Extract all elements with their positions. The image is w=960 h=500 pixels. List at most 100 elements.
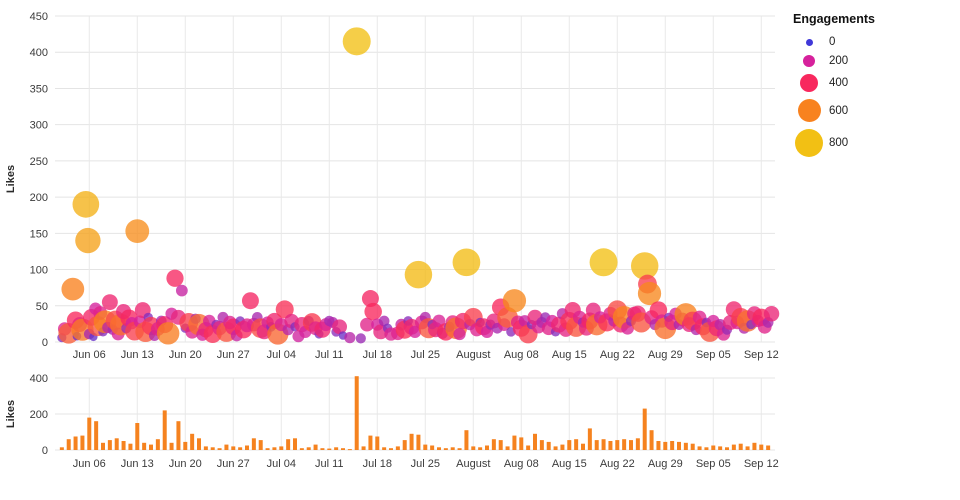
bubble[interactable] [175,284,188,297]
bubble[interactable] [344,332,356,344]
legend-item-800[interactable]: 800 [793,129,953,157]
bar[interactable] [697,446,702,450]
bar[interactable] [272,447,277,450]
bar[interactable] [416,434,421,450]
bar[interactable] [299,448,304,450]
bar[interactable] [149,444,153,450]
bubble[interactable] [502,289,527,313]
bar[interactable] [279,446,284,450]
bar[interactable] [498,440,503,450]
bar[interactable] [437,447,441,450]
bar[interactable] [539,440,544,450]
bar[interactable] [587,428,592,450]
bar[interactable] [347,449,352,451]
bubble[interactable] [241,292,259,310]
bubble[interactable] [364,302,382,321]
bar[interactable] [375,436,380,451]
bar[interactable] [766,445,771,451]
bar[interactable] [101,442,105,450]
bar[interactable] [430,445,435,451]
bar[interactable] [450,447,455,450]
bar[interactable] [162,410,167,450]
bar[interactable] [642,408,647,450]
bar[interactable] [478,447,483,450]
bubble[interactable] [355,333,366,344]
bar[interactable] [334,447,339,450]
bar[interactable] [553,446,558,450]
bar[interactable] [677,441,681,450]
bubble[interactable] [763,306,780,322]
bar[interactable] [59,447,64,450]
bubble[interactable] [360,317,374,332]
bar[interactable] [690,443,695,450]
bar[interactable] [656,441,661,450]
bar[interactable] [210,447,215,450]
bar[interactable] [464,430,469,450]
bar[interactable] [155,439,160,450]
bar[interactable] [738,443,743,450]
bar[interactable] [258,440,263,450]
bar[interactable] [361,446,366,450]
bar[interactable] [306,447,311,450]
bar[interactable] [395,446,400,450]
bubble[interactable] [156,322,180,345]
legend-item-400[interactable]: 400 [793,74,953,92]
bubble[interactable] [166,269,184,287]
bar[interactable] [622,439,627,450]
bar[interactable] [649,430,654,450]
bar[interactable] [759,444,764,450]
bar[interactable] [711,445,716,451]
bar[interactable] [423,444,428,450]
bar[interactable] [341,448,345,450]
bar[interactable] [546,441,551,450]
bar[interactable] [731,444,736,450]
bar[interactable] [718,446,723,450]
bar[interactable] [471,446,476,450]
bar[interactable] [190,433,195,450]
bar[interactable] [114,438,119,450]
bar[interactable] [574,439,579,450]
bar[interactable] [73,436,78,451]
bar[interactable] [725,447,729,450]
bubble[interactable] [589,248,618,277]
bar[interactable] [670,441,675,450]
bar[interactable] [245,445,249,451]
bubble[interactable] [452,248,481,277]
bar[interactable] [66,439,71,450]
bar[interactable] [265,448,270,450]
bar[interactable] [327,448,332,450]
bubble[interactable] [101,294,118,311]
bar[interactable] [615,440,620,450]
bar[interactable] [533,433,537,450]
bar[interactable] [560,444,565,450]
bubble[interactable] [630,252,659,280]
bar[interactable] [238,447,243,450]
legend-item-200[interactable]: 200 [793,55,953,67]
bar[interactable] [368,435,373,450]
bar[interactable] [704,447,709,450]
bar[interactable] [683,442,688,450]
bar[interactable] [135,423,140,450]
bubble[interactable] [361,290,379,308]
bar[interactable] [203,446,208,450]
bar[interactable] [409,433,414,450]
bar[interactable] [526,445,531,451]
bar[interactable] [121,441,126,450]
bar[interactable] [293,438,297,450]
bar[interactable] [635,438,640,450]
bar[interactable] [354,376,359,450]
bar[interactable] [128,443,133,450]
bar[interactable] [752,442,757,450]
bar[interactable] [142,442,147,450]
bar[interactable] [313,444,318,450]
bar[interactable] [169,442,174,450]
bubble[interactable] [72,191,100,218]
bubble[interactable] [404,260,433,289]
bar[interactable] [382,447,387,450]
bar[interactable] [581,443,585,450]
bar[interactable] [80,435,85,450]
bar[interactable] [402,440,407,450]
bar[interactable] [217,448,222,450]
bar[interactable] [251,438,256,450]
bubble[interactable] [637,281,662,306]
